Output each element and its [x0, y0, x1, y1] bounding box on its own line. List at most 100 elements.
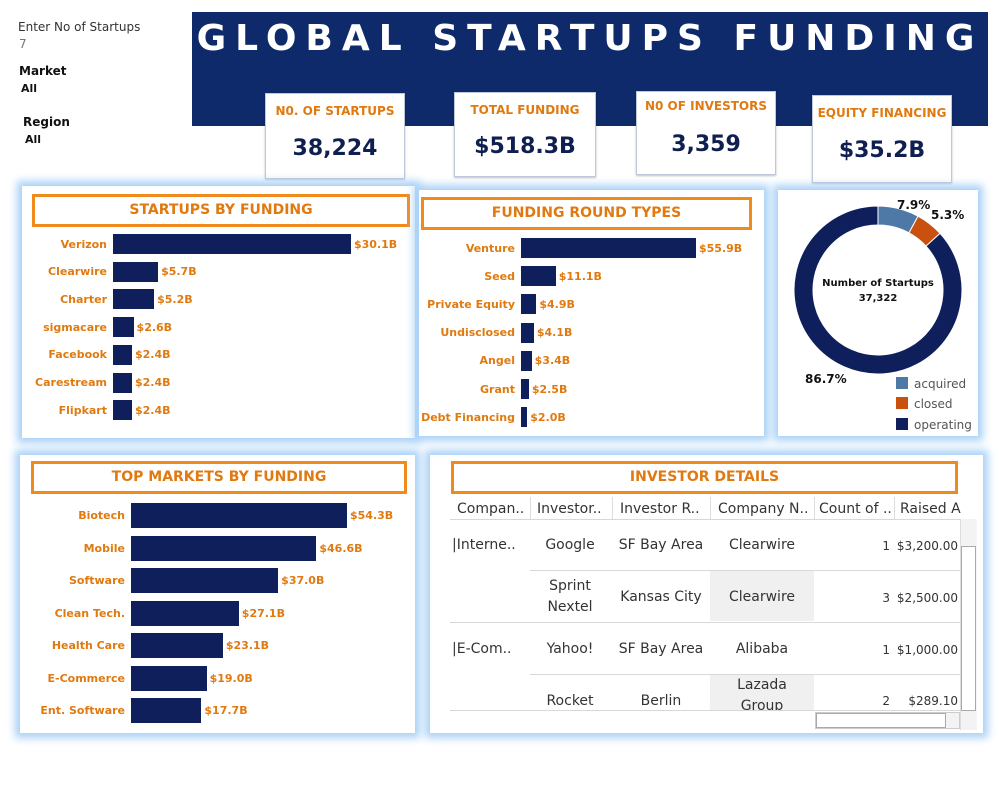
col-divider [894, 497, 895, 519]
cell-investor-region: Berlin [640, 693, 682, 709]
bar[interactable] [521, 266, 556, 287]
row-divider [450, 622, 960, 623]
category-label: Health Care [51, 639, 125, 652]
category-label: Clean Tech. [54, 606, 125, 620]
cell-raised: $1,000.00 [896, 643, 958, 657]
bar[interactable] [113, 372, 132, 393]
category-label: Biotech [78, 509, 125, 522]
category-label: Ent. Software [40, 704, 125, 717]
legend-closed-swatch [896, 397, 908, 409]
col-header-count[interactable]: Count of .. [819, 501, 892, 517]
cell-market: |Interne.. [452, 537, 516, 553]
kpi-investors-card: N0 OF INVESTORS 3,359 [636, 91, 776, 175]
bar[interactable] [521, 238, 696, 258]
bar[interactable] [113, 234, 351, 254]
top-markets-title: TOP MARKETS BY FUNDING [31, 461, 407, 494]
bar-value-label: $2.4B [134, 348, 171, 362]
startups-count-input[interactable]: 7 [19, 37, 27, 51]
funding-round-types-panel [419, 190, 764, 436]
cell-raised: $3,200.00 [896, 539, 958, 553]
bar[interactable] [113, 261, 159, 282]
cell-company: Clearwire [728, 589, 795, 605]
cell-count: 1 [882, 643, 890, 657]
market-filter-select[interactable]: All [21, 82, 38, 95]
bar[interactable] [131, 698, 202, 723]
bar[interactable] [131, 503, 347, 528]
bar[interactable] [113, 289, 155, 310]
bar-value-label: $27.1B [241, 606, 285, 620]
cell-investor: Rocket [546, 693, 594, 709]
col-divider [530, 497, 531, 519]
horizontal-scrollbar-thumb[interactable] [816, 713, 946, 728]
col-header-investor[interactable]: Investor.. [537, 501, 602, 517]
cell-company: Clearwire [728, 537, 795, 553]
cell-investor-region: SF Bay Area [618, 641, 704, 657]
kpi-equity-value: $35.2B [838, 138, 926, 163]
bar-value-label: $2.4B [134, 376, 171, 389]
col-header-investor-region[interactable]: Investor R.. [620, 501, 700, 517]
bar-value-label: $46.6B [319, 541, 363, 555]
kpi-equity-card: EQUITY FINANCING $35.2B [812, 95, 952, 183]
bar-value-label: $19.0B [209, 671, 253, 685]
cell-count: 1 [882, 539, 890, 553]
cell-company-line1: Lazada [737, 677, 787, 693]
bar[interactable] [521, 350, 532, 371]
cell-raised: $289.10 [908, 694, 958, 708]
bar[interactable] [521, 379, 529, 399]
bar[interactable] [131, 568, 279, 593]
investor-details-panel [430, 455, 983, 733]
col-header-company[interactable]: Company N.. [718, 501, 809, 517]
cell-investor: Yahoo! [546, 641, 594, 657]
kpi-investors-value: 3,359 [671, 132, 741, 157]
category-label: Angel [479, 354, 515, 368]
top-markets-panel [20, 455, 415, 733]
bar[interactable] [131, 535, 317, 561]
category-label: Charter [60, 292, 107, 306]
bar[interactable] [521, 322, 534, 343]
donut-slice-operating[interactable] [793, 205, 963, 375]
category-label: Undisclosed [440, 326, 515, 340]
legend-operating: operating [914, 418, 972, 432]
col-header-raised[interactable]: Raised A [900, 501, 961, 517]
bar[interactable] [521, 294, 537, 315]
bar-value-label: $2.6B [136, 320, 173, 334]
kpi-startups-value: 38,224 [292, 136, 378, 161]
legend-acquired: acquired [914, 377, 967, 391]
col-header-market[interactable]: Compan.. [457, 501, 525, 517]
bar[interactable] [113, 400, 132, 421]
cell-investor-region: SF Bay Area [618, 537, 704, 553]
kpi-startups-card: N0. OF STARTUPS 38,224 [265, 93, 405, 179]
category-label: Facebook [48, 348, 107, 362]
bar[interactable] [131, 665, 207, 691]
bar-value-label: $5.7B [161, 265, 197, 279]
kpi-startups-label: N0. OF STARTUPS [275, 104, 395, 118]
bar[interactable] [131, 633, 223, 658]
category-label: Flipkart [58, 403, 107, 417]
category-label: Venture [465, 241, 515, 255]
investor-details-title: INVESTOR DETAILS [451, 461, 958, 494]
donut-center-value: 37,322 [858, 293, 898, 304]
bar[interactable] [113, 317, 134, 338]
bar[interactable] [113, 344, 132, 365]
funding-round-types-chart: Venture $55.9B Seed $11.1B Private Equity $4.… [419, 234, 764, 434]
category-label: E-Commerce [47, 671, 126, 685]
vertical-scrollbar-thumb[interactable] [961, 546, 976, 711]
bar-value-label: $2.4B [134, 403, 171, 417]
category-label: Debt Financing [421, 410, 515, 424]
region-filter-select[interactable]: All [25, 133, 42, 146]
bar-value-label: $11.1B [558, 269, 602, 283]
donut-center-title: Number of Startups [822, 278, 934, 289]
cell-market: |E-Com.. [452, 641, 512, 657]
table-row-clip: Rocket Berlin Lazada Group 2 $289.10 [450, 675, 960, 710]
category-label: Seed [484, 269, 515, 283]
bar[interactable] [131, 600, 239, 626]
kpi-equity-label: EQUITY FINANCING [817, 106, 947, 120]
bar[interactable] [521, 407, 528, 428]
bar-value-label: $37.0B [281, 574, 325, 587]
bar-value-label: $4.1B [536, 326, 573, 340]
legend-acquired-swatch [896, 377, 908, 389]
region-filter-label: Region [23, 115, 70, 129]
category-label: Software [69, 574, 125, 587]
cell-company: Alibaba [735, 641, 789, 657]
kpi-investors-label: N0 OF INVESTORS [644, 99, 768, 113]
